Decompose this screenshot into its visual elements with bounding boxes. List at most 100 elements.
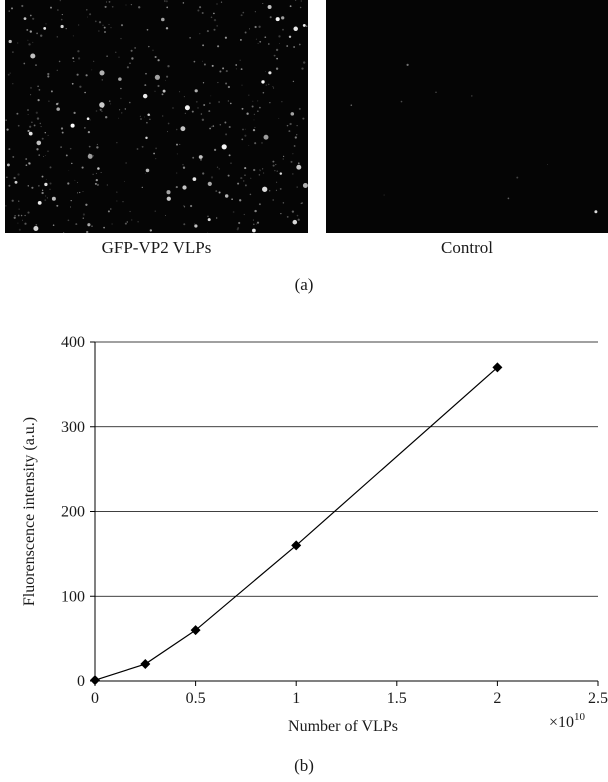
fluorescent-spot bbox=[279, 187, 282, 190]
fluorescent-spot bbox=[33, 226, 39, 231]
fluorescent-spot bbox=[49, 166, 52, 169]
fluorescent-spot bbox=[225, 82, 228, 85]
fluorescent-spot bbox=[143, 116, 145, 118]
fluorescent-spot bbox=[145, 136, 148, 140]
fluorescent-spot bbox=[37, 99, 40, 102]
fluorescent-spot bbox=[116, 191, 118, 193]
fluorescent-spot bbox=[41, 191, 44, 195]
fluorescent-spot bbox=[65, 154, 68, 157]
fluorescent-spot bbox=[118, 56, 120, 58]
fluorescent-spot bbox=[202, 44, 205, 47]
fluorescent-spot bbox=[52, 224, 55, 226]
fluorescent-spot bbox=[8, 184, 11, 187]
fluorescent-spot bbox=[27, 185, 30, 187]
fluorescent-spot bbox=[86, 16, 88, 18]
fluorescent-spot bbox=[51, 196, 56, 201]
fluorescent-spot bbox=[12, 51, 14, 53]
fluorescent-spot bbox=[102, 24, 104, 26]
fluorescent-spot bbox=[296, 186, 298, 188]
fluorescent-spot bbox=[36, 140, 42, 146]
fluorescent-spot bbox=[228, 154, 231, 157]
fluorescent-spot bbox=[240, 68, 243, 70]
fluorescent-spot bbox=[239, 59, 241, 61]
fluorescent-spot bbox=[29, 86, 33, 89]
fluorescent-spot bbox=[61, 131, 64, 134]
fluorescent-spot bbox=[25, 158, 28, 160]
fluorescent-spot bbox=[48, 100, 50, 102]
micrograph-control bbox=[326, 0, 608, 233]
fluorescent-spot bbox=[139, 115, 141, 117]
fluorescent-spot bbox=[258, 203, 261, 206]
fluorescent-spot bbox=[302, 23, 306, 27]
fluorescent-spot bbox=[262, 168, 264, 170]
fluorescent-spot bbox=[36, 148, 39, 151]
fluorescent-spot bbox=[235, 64, 238, 66]
fluorescent-spot bbox=[17, 222, 19, 224]
fluorescent-spot bbox=[164, 79, 166, 81]
fluorescent-spot bbox=[45, 178, 47, 180]
fluorescent-spot bbox=[288, 35, 292, 39]
fluorescent-spot bbox=[145, 168, 150, 173]
fluorescent-spot bbox=[176, 153, 178, 155]
fluorescent-spot bbox=[72, 35, 74, 37]
fluorescent-spot bbox=[30, 53, 36, 59]
fluorescent-spot bbox=[8, 10, 10, 12]
fluorescent-spot bbox=[162, 115, 164, 117]
fluorescent-spot bbox=[300, 0, 302, 2]
data-point-marker bbox=[190, 625, 201, 636]
fluorescent-spot bbox=[254, 126, 256, 129]
fluorescent-spot bbox=[207, 215, 209, 218]
fluorescent-spot bbox=[75, 223, 78, 226]
fluorescent-spot bbox=[164, 0, 166, 2]
fluorescent-spot bbox=[201, 11, 204, 15]
fluorescent-spot bbox=[230, 162, 232, 164]
fluorescent-spot bbox=[265, 71, 266, 72]
fluorescent-spot bbox=[295, 0, 297, 1]
fluorescent-spot bbox=[297, 218, 300, 221]
fluorescent-spot bbox=[265, 84, 268, 86]
fluorescent-spot bbox=[161, 93, 164, 96]
fluorescent-spot bbox=[237, 182, 240, 185]
fluorescent-spot bbox=[200, 113, 203, 115]
data-point-marker bbox=[291, 540, 302, 551]
fluorescent-spot bbox=[253, 113, 256, 116]
fluorescent-spot bbox=[259, 40, 262, 43]
fluorescent-spot bbox=[6, 128, 9, 131]
fluorescent-spot bbox=[184, 112, 187, 115]
fluorescent-spot bbox=[248, 145, 250, 147]
fluorescent-spot bbox=[85, 203, 88, 206]
fluorescent-spot bbox=[40, 126, 42, 128]
fluorescent-spot bbox=[222, 67, 225, 70]
fluorescent-spot bbox=[203, 104, 206, 106]
fluorescent-spot bbox=[18, 228, 21, 231]
fluorescent-spot bbox=[594, 210, 598, 214]
fluorescent-spot bbox=[290, 112, 295, 116]
fluorescent-spot bbox=[60, 18, 63, 21]
fluorescent-spot bbox=[8, 148, 11, 151]
fluorescent-spot bbox=[50, 90, 53, 93]
fluorescent-spot bbox=[116, 142, 118, 144]
fluorescent-spot bbox=[207, 218, 211, 222]
fluorescent-spot bbox=[210, 176, 214, 179]
fluorescent-spot bbox=[67, 219, 70, 222]
fluorescent-spot bbox=[259, 106, 261, 109]
fluorescent-spot bbox=[275, 164, 277, 166]
fluorescent-spot bbox=[217, 45, 220, 48]
fluorescent-spot bbox=[87, 153, 93, 159]
fluorescent-spot bbox=[41, 137, 44, 140]
fluorescent-spot bbox=[224, 36, 227, 39]
fluorescent-spot bbox=[282, 28, 284, 31]
fluorescent-spot bbox=[167, 122, 170, 125]
fluorescent-spot bbox=[301, 202, 303, 204]
fluorescent-spot bbox=[275, 67, 279, 70]
fluorescent-spot bbox=[79, 85, 82, 88]
fluorescent-spot bbox=[253, 119, 255, 121]
fluorescent-spot bbox=[406, 63, 409, 67]
fluorescent-spot bbox=[70, 206, 72, 208]
fluorescent-spot bbox=[183, 205, 185, 207]
fluorescent-spot bbox=[244, 167, 247, 170]
micrograph-gfp-image bbox=[5, 0, 308, 233]
fluorescent-spot bbox=[194, 224, 198, 228]
fluorescent-spot bbox=[145, 72, 147, 75]
fluorescent-spot bbox=[24, 222, 27, 225]
